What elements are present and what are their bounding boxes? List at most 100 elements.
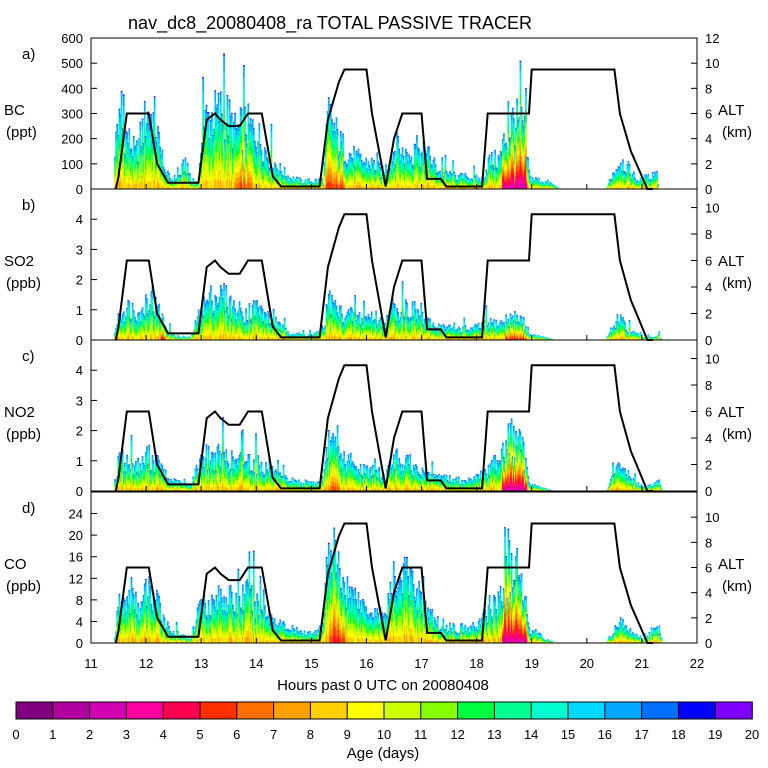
age-band-segment	[142, 144, 145, 151]
age-band-segment	[235, 129, 238, 135]
age-band-segment	[228, 100, 231, 110]
age-band-segment	[190, 183, 192, 185]
age-band-segment	[174, 184, 177, 187]
age-band-segment	[185, 173, 188, 176]
age-band-segment	[232, 169, 234, 175]
age-band-segment	[234, 113, 236, 115]
age-band-segment	[186, 186, 189, 190]
age-band-segment	[244, 182, 246, 190]
age-band-segment	[234, 151, 236, 160]
age-band-segment	[408, 154, 411, 160]
age-band-segment	[441, 161, 444, 165]
age-band-segment	[249, 169, 252, 177]
age-band-segment	[236, 162, 239, 168]
age-band-segment	[187, 177, 190, 180]
age-band-segment	[214, 90, 217, 92]
age-band-segment	[115, 131, 117, 133]
age-band-segment	[527, 164, 530, 168]
age-band-segment	[157, 127, 159, 134]
age-band-segment	[133, 179, 136, 185]
age-band-segment	[233, 181, 235, 190]
age-band-segment	[213, 175, 215, 183]
age-band-segment	[211, 113, 213, 114]
age-band-segment	[183, 180, 186, 183]
age-band-segment	[219, 92, 222, 94]
age-band-segment	[379, 167, 382, 171]
age-band-segment	[503, 137, 505, 142]
age-band-segment	[513, 119, 515, 125]
age-band-segment	[513, 123, 515, 129]
age-band-segment	[153, 96, 156, 97]
age-band-segment	[130, 171, 133, 177]
age-band-segment	[129, 154, 132, 159]
age-band-segment	[196, 187, 199, 189]
age-band-segment	[147, 180, 149, 190]
age-band-segment	[227, 149, 230, 157]
age-band-segment	[229, 116, 232, 118]
age-band-segment	[115, 157, 117, 165]
age-band-segment	[485, 170, 488, 173]
age-band-segment	[252, 155, 255, 163]
age-band-segment	[147, 111, 149, 113]
age-band-segment	[196, 184, 199, 186]
age-band-segment	[202, 152, 204, 165]
age-band-segment	[193, 186, 196, 188]
age-band-segment	[207, 172, 210, 181]
age-band-segment	[488, 155, 491, 159]
age-band-segment	[236, 183, 239, 190]
age-band-segment	[187, 183, 190, 186]
age-band-segment	[224, 146, 227, 153]
age-band-segment	[233, 122, 235, 124]
age-band-segment	[122, 94, 125, 96]
age-band-segment	[241, 177, 244, 182]
age-band-segment	[202, 115, 204, 129]
age-band-segment	[144, 136, 147, 138]
age-band-segment	[229, 115, 232, 117]
age-band-segment	[276, 171, 278, 174]
age-band-segment	[164, 184, 167, 188]
age-band-segment	[230, 113, 233, 114]
age-band-segment	[152, 147, 155, 156]
age-band-segment	[251, 127, 254, 135]
age-band-segment	[235, 156, 238, 163]
age-band-segment	[247, 153, 250, 162]
age-band-segment	[247, 146, 250, 155]
age-band-segment	[174, 180, 177, 183]
age-band-segment	[122, 95, 125, 107]
age-band-segment	[122, 178, 125, 190]
age-band-segment	[121, 169, 124, 177]
age-band-segment	[260, 180, 263, 186]
age-band-segment	[257, 178, 260, 185]
age-band-segment	[212, 135, 214, 136]
age-band-segment	[125, 169, 127, 177]
age-band-segment	[187, 173, 190, 176]
age-band-segment	[227, 156, 230, 164]
age-band-segment	[243, 122, 245, 134]
age-band-segment	[127, 183, 130, 190]
age-band-segment	[217, 141, 220, 152]
age-band-segment	[118, 173, 121, 182]
age-band-segment	[217, 179, 220, 190]
age-band-segment	[205, 164, 208, 173]
age-band-segment	[156, 178, 158, 185]
age-band-segment	[240, 116, 243, 124]
age-band-segment	[228, 162, 231, 172]
age-band-segment	[201, 177, 203, 184]
age-band-segment	[119, 181, 122, 190]
age-band-segment	[119, 115, 122, 123]
age-band-segment	[449, 171, 451, 174]
age-band-segment	[176, 177, 179, 180]
age-band-segment	[473, 170, 476, 174]
age-band-segment	[237, 142, 240, 149]
age-band-segment	[121, 128, 124, 130]
age-band-segment	[152, 180, 155, 190]
age-band-segment	[187, 175, 190, 178]
age-band-segment	[124, 184, 126, 190]
age-band-segment	[127, 168, 130, 175]
age-band-segment	[251, 119, 254, 121]
age-band-segment	[157, 127, 159, 128]
age-band-segment	[212, 134, 214, 136]
age-band-segment	[120, 91, 123, 93]
age-band-segment	[164, 182, 167, 186]
